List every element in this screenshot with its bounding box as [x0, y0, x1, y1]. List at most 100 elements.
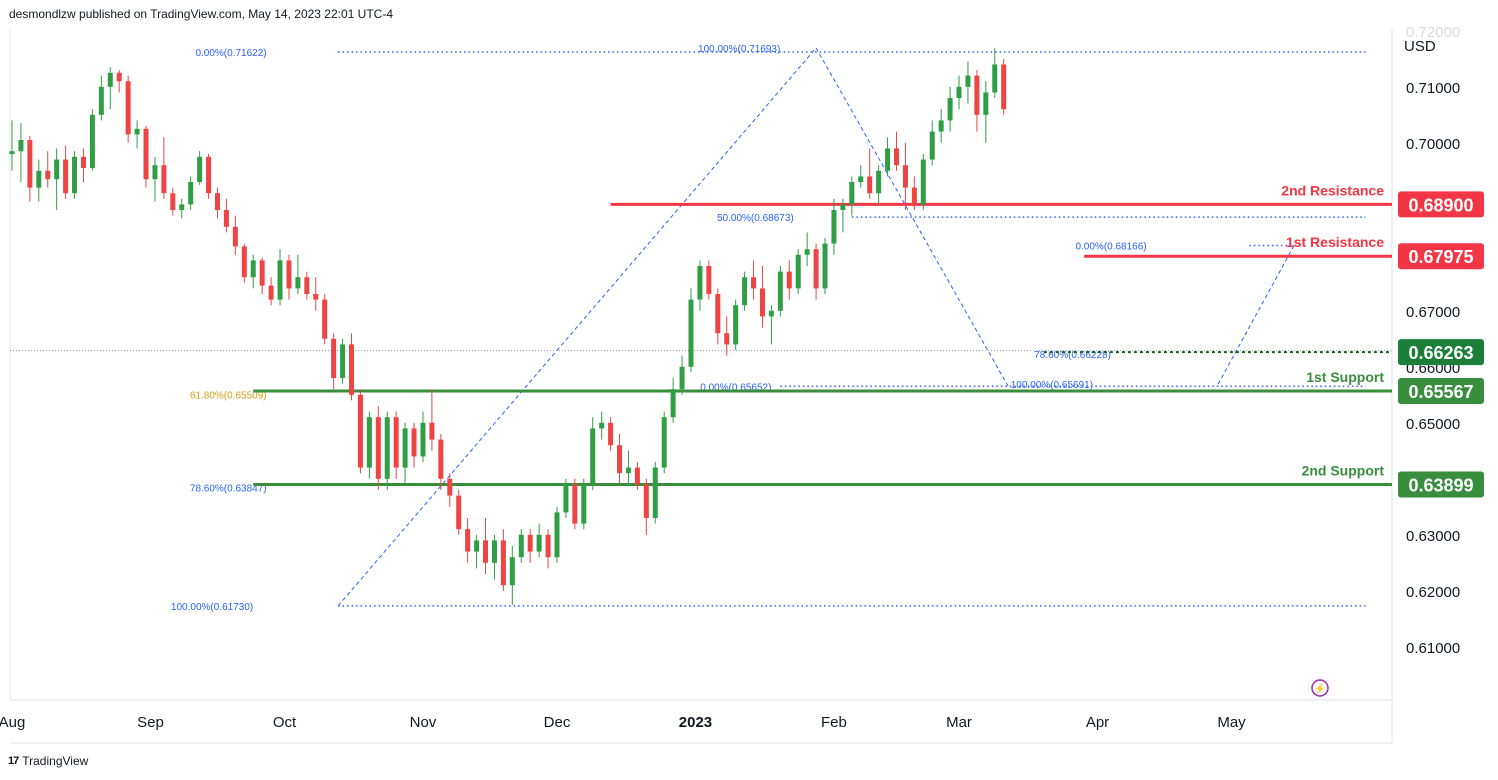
candle: [232, 215, 238, 255]
price-badge-label: 0.63899: [1408, 475, 1473, 495]
candle: [840, 198, 846, 233]
candle-body: [375, 417, 381, 479]
candle-body: [438, 439, 444, 479]
price-badge-current: 0.66263: [1398, 339, 1484, 366]
fib-level-label: 100.00%(0.65691): [1011, 380, 1093, 391]
candle-body: [384, 417, 390, 479]
price-badge-label: 0.66263: [1408, 343, 1473, 363]
fib-level-label: 78.60%(0.66228): [1034, 350, 1111, 361]
candle-body: [688, 299, 694, 367]
x-tick-label: Sep: [137, 714, 164, 731]
level-label: 1st Resistance: [1286, 234, 1384, 250]
candle-body: [54, 159, 60, 180]
candle-body: [45, 170, 51, 180]
candle-body: [661, 417, 667, 468]
candle: [161, 137, 167, 199]
tradingview-logo-icon: 17: [8, 755, 19, 767]
currency-label: USD: [1404, 38, 1436, 55]
candle-body: [786, 271, 792, 289]
candle-body: [259, 260, 265, 286]
x-tick-label: May: [1217, 714, 1246, 731]
candle: [751, 260, 757, 300]
lightning-icon: [1311, 679, 1329, 697]
candle-body: [625, 467, 631, 474]
candle-body: [474, 540, 480, 552]
candle-body: [72, 156, 78, 194]
candle: [214, 187, 220, 219]
candle: [974, 70, 980, 132]
time-axis[interactable]: Aug Sep Oct Nov Dec 2023 Feb Mar Apr May: [0, 714, 1246, 731]
candle-body: [107, 72, 113, 87]
candle: [518, 529, 524, 563]
candle-body: [831, 210, 837, 244]
candle: [420, 411, 426, 462]
candle-body: [223, 210, 229, 227]
candle: [241, 243, 247, 283]
candle: [134, 120, 140, 149]
fib-level-label: 0.00%(0.65652): [700, 382, 771, 393]
candle: [688, 288, 694, 373]
candle: [491, 534, 497, 580]
candle-body: [179, 204, 185, 210]
candle: [625, 450, 631, 485]
candle-body: [795, 254, 801, 289]
candle-body: [992, 64, 998, 93]
candle: [643, 478, 649, 535]
candle-body: [822, 243, 828, 289]
candle-body: [777, 271, 783, 311]
candle-body: [98, 86, 104, 115]
candle-body: [849, 182, 855, 205]
candle: [465, 518, 471, 563]
chart-extras: ⚡: [1311, 679, 1329, 697]
candle-body: [893, 148, 899, 166]
fib-level-label: 50.00%(0.68673): [717, 213, 794, 224]
y-tick-label: 0.62000: [1406, 584, 1460, 601]
candle: [813, 243, 819, 300]
fib-level-label: 0.00%(0.71622): [195, 48, 266, 59]
candle-body: [197, 156, 203, 182]
candle-body: [724, 333, 730, 345]
candle-body: [143, 128, 149, 180]
candle: [429, 389, 435, 451]
candle: [286, 254, 292, 300]
price-badge-resistance: 0.67975: [1398, 243, 1484, 270]
candle: [456, 490, 462, 535]
candle-body: [938, 120, 944, 132]
candle: [357, 389, 363, 474]
candle: [72, 151, 78, 199]
candle-body: [402, 428, 408, 468]
candle-body: [679, 366, 685, 390]
candle-body: [527, 534, 533, 552]
candle: [831, 198, 837, 255]
candle: [349, 333, 354, 401]
candle: [107, 67, 113, 110]
fib-level-label: 0.00%(0.68166): [1075, 242, 1146, 253]
candle: [45, 151, 51, 188]
candle-body: [706, 266, 712, 294]
candle: [715, 288, 721, 345]
y-tick-label: 0.71000: [1406, 80, 1460, 97]
tradingview-footer[interactable]: 17 TradingView: [8, 754, 88, 768]
fibonacci-layer: 0.00%(0.71622) 100.00%(0.71693) 50.00%(0.6…: [171, 44, 1366, 613]
candle: [18, 123, 24, 182]
candle-body: [313, 294, 319, 300]
candle: [885, 137, 891, 177]
candle-body: [241, 246, 247, 278]
candle-body: [581, 484, 587, 524]
x-tick-label: Mar: [946, 714, 972, 731]
candle: [768, 305, 774, 345]
candle: [947, 86, 953, 132]
y-tick-label: 0.63000: [1406, 528, 1460, 545]
price-axis[interactable]: USD0.720000.710000.700000.670000.660000.…: [1404, 24, 1460, 657]
candle-body: [491, 540, 497, 563]
candle: [9, 120, 15, 171]
candle: [617, 434, 623, 485]
candle-body: [134, 128, 140, 135]
candle: [277, 249, 283, 306]
price-badge-bg: [1398, 191, 1484, 218]
candle: [867, 148, 873, 199]
candle: [849, 176, 855, 216]
candle: [170, 187, 176, 216]
candle: [599, 411, 605, 440]
